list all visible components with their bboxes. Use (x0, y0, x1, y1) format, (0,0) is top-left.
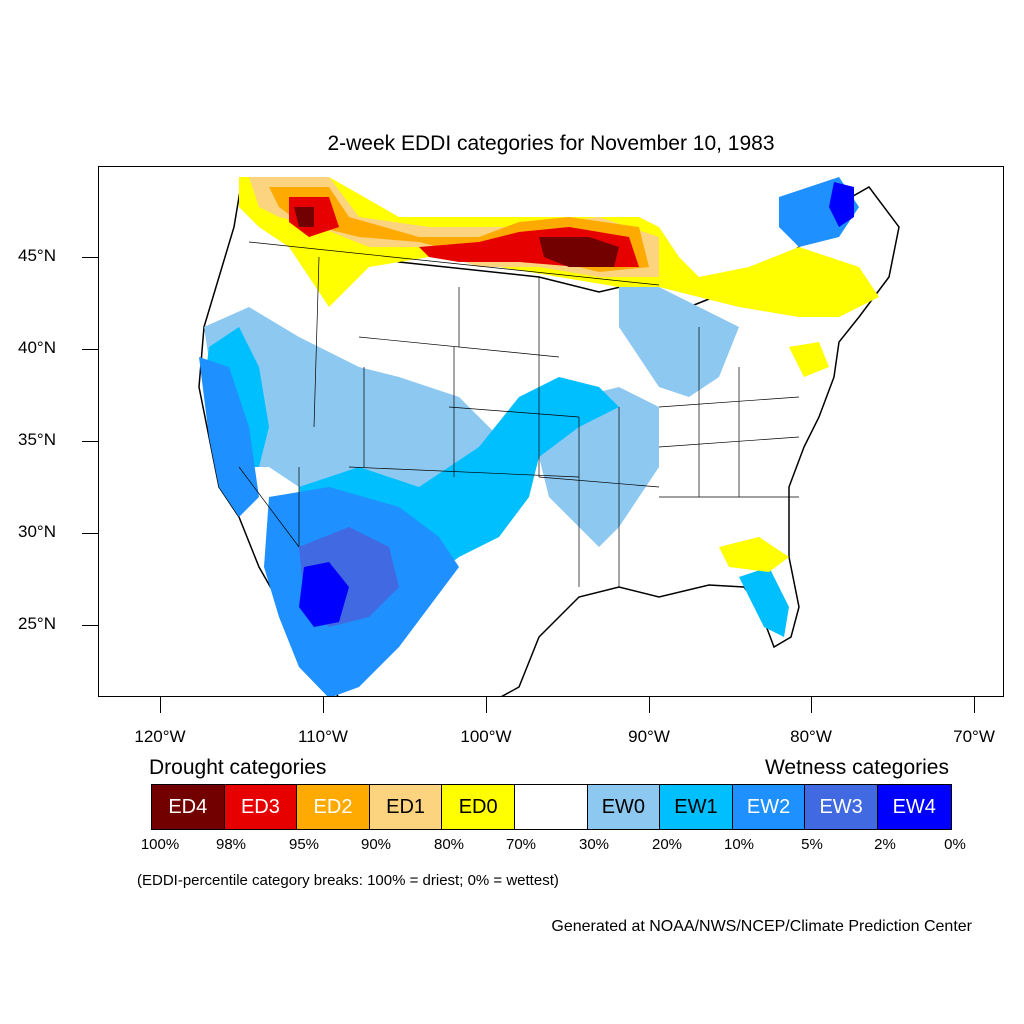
lat-label-35: 35°N (18, 430, 56, 449)
category-legend-bar: ED4 ED3 ED2 ED1 ED0 EW0 EW1 EW2 EW3 EW4 (151, 784, 952, 830)
break-label: 30% (578, 836, 610, 853)
break-label: 80% (433, 836, 465, 853)
legend-ed0: ED0 (442, 785, 515, 829)
lon-label-90w: 90°W (628, 727, 670, 746)
ew1-florida (739, 567, 789, 637)
lon-label-70w: 70°W (953, 727, 995, 746)
break-label: 90% (360, 836, 392, 853)
legend-ed3: ED3 (224, 785, 298, 829)
lon-tick (811, 697, 812, 713)
lon-label-80w: 80°W (790, 727, 832, 746)
legend-ew1: EW1 (660, 785, 733, 829)
lat-label-30: 30°N (18, 522, 56, 541)
legend-ew4: EW4 (877, 785, 951, 829)
legend-ed2: ED2 (297, 785, 370, 829)
ew0-great-lakes (619, 287, 739, 397)
ed4-region (539, 237, 619, 267)
lat-tick (82, 533, 98, 534)
state-boundaries (238, 241, 800, 587)
lat-label-40: 40°N (18, 338, 56, 357)
lat-tick (82, 257, 98, 258)
category-break-note: (EDDI-percentile category breaks: 100% =… (137, 872, 559, 889)
lat-tick (82, 441, 98, 442)
lon-label-100w: 100°W (460, 727, 512, 746)
legend-ed1: ED1 (369, 785, 443, 829)
ew4-region (299, 562, 349, 627)
lon-tick (486, 697, 487, 713)
lat-label-45: 45°N (18, 246, 56, 265)
ew4-northeast (829, 182, 854, 227)
legend-neutral (514, 785, 588, 829)
lon-tick (974, 697, 975, 713)
legend-ew0: EW0 (587, 785, 661, 829)
lon-tick (649, 697, 650, 713)
map-panel (98, 166, 1004, 697)
legend-ew2: EW2 (732, 785, 806, 829)
break-label: 0% (944, 836, 966, 853)
ew2-region-west (199, 357, 259, 517)
drought-categories-header: Drought categories (149, 756, 327, 779)
break-label: 10% (723, 836, 755, 853)
break-label: 100% (140, 836, 180, 853)
break-label: 2% (874, 836, 896, 853)
break-label: 20% (651, 836, 683, 853)
lon-tick (323, 697, 324, 713)
ed4-region-west (294, 207, 314, 227)
eddi-map-graphic (198, 177, 900, 696)
ed0-northeast (789, 342, 829, 377)
legend-ed4: ED4 (152, 785, 225, 829)
ed0-southeast (719, 537, 789, 572)
map-title: 2-week EDDI categories for November 10, … (327, 132, 775, 155)
credit-line: Generated at NOAA/NWS/NCEP/Climate Predi… (551, 918, 972, 935)
lat-tick (82, 349, 98, 350)
break-label: 95% (288, 836, 320, 853)
lon-tick (160, 697, 161, 713)
legend-ew3: EW3 (805, 785, 878, 829)
break-label: 70% (505, 836, 537, 853)
break-label: 98% (215, 836, 247, 853)
lat-tick (82, 625, 98, 626)
lat-label-25: 25°N (18, 614, 56, 633)
break-label: 5% (801, 836, 823, 853)
lon-label-120w: 120°W (134, 727, 186, 746)
wetness-categories-header: Wetness categories (764, 756, 949, 779)
lon-label-110w: 110°W (298, 727, 348, 746)
